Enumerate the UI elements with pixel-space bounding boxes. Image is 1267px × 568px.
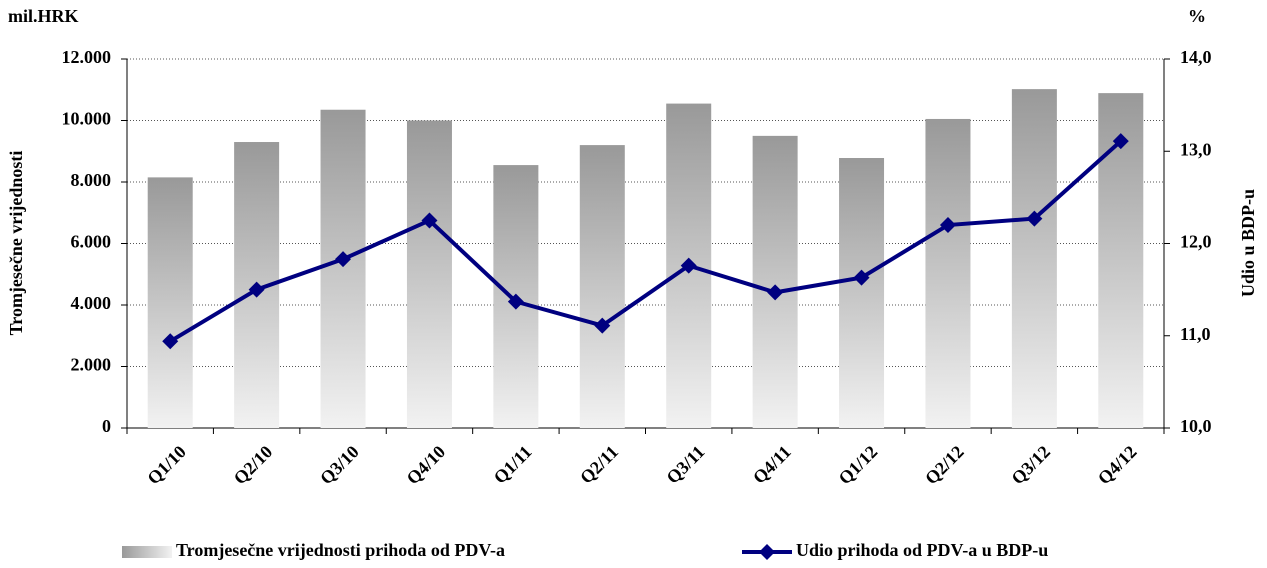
y2-tick-label: 10,0 — [1180, 416, 1212, 436]
x-tick-label: Q4/12 — [1094, 442, 1141, 489]
y2-tick-label: 11,0 — [1180, 324, 1211, 344]
marker — [507, 293, 524, 310]
marker — [162, 333, 179, 350]
x-tick-label: Q2/12 — [921, 442, 968, 489]
legend-marker — [759, 544, 775, 560]
y-tick-label: 6.000 — [71, 232, 112, 252]
y-tick-label: 4.000 — [71, 293, 112, 313]
bar — [579, 145, 625, 428]
x-tick-label: Q1/10 — [143, 442, 190, 489]
bar — [839, 158, 885, 428]
x-tick-label: Q3/12 — [1007, 442, 1054, 489]
y-tick-label: 8.000 — [71, 170, 112, 190]
y2-axis-title: Udio u BDP-u — [1238, 189, 1258, 297]
bar — [147, 177, 193, 428]
y-tick-label: 10.000 — [62, 109, 112, 129]
x-tick-label: Q4/10 — [403, 442, 450, 489]
bar — [1011, 89, 1057, 428]
y2-unit: % — [1188, 6, 1206, 26]
x-tick-label: Q4/11 — [749, 442, 795, 488]
bar — [320, 109, 366, 429]
marker — [1026, 210, 1043, 227]
x-tick-label: Q3/10 — [316, 442, 363, 489]
legend-swatch — [122, 546, 172, 558]
legend-label: Tromjesečne vrijednosti prihoda od PDV-a — [176, 540, 505, 560]
x-tick-label: Q1/12 — [835, 442, 882, 489]
marker — [248, 281, 265, 298]
y-tick-label: 12.000 — [62, 47, 112, 67]
y-unit: mil.HRK — [8, 6, 79, 26]
x-tick-label: Q2/10 — [230, 442, 277, 489]
x-tick-label: Q3/11 — [662, 442, 708, 488]
bar — [925, 118, 971, 429]
marker — [1112, 133, 1129, 150]
y2-tick-label: 13,0 — [1180, 139, 1212, 159]
marker — [939, 217, 956, 234]
y-tick-label: 0 — [102, 416, 111, 436]
marker — [335, 251, 352, 268]
bar — [752, 135, 798, 428]
marker — [853, 269, 870, 286]
y-tick-label: 2.000 — [71, 355, 112, 375]
bar — [406, 120, 452, 428]
line — [169, 139, 1123, 344]
x-tick-label: Q2/11 — [576, 442, 622, 488]
y2-tick-label: 12,0 — [1180, 232, 1212, 252]
marker — [594, 317, 611, 334]
marker — [680, 257, 697, 274]
y-axis-title: Tromjesečne vrijednosti — [6, 151, 26, 336]
marker — [767, 284, 784, 301]
y2-tick-label: 14,0 — [1180, 47, 1212, 67]
marker — [421, 212, 438, 229]
legend-label: Udio prihoda od PDV-a u BDP-u — [796, 540, 1048, 560]
x-tick-label: Q1/11 — [490, 442, 536, 488]
